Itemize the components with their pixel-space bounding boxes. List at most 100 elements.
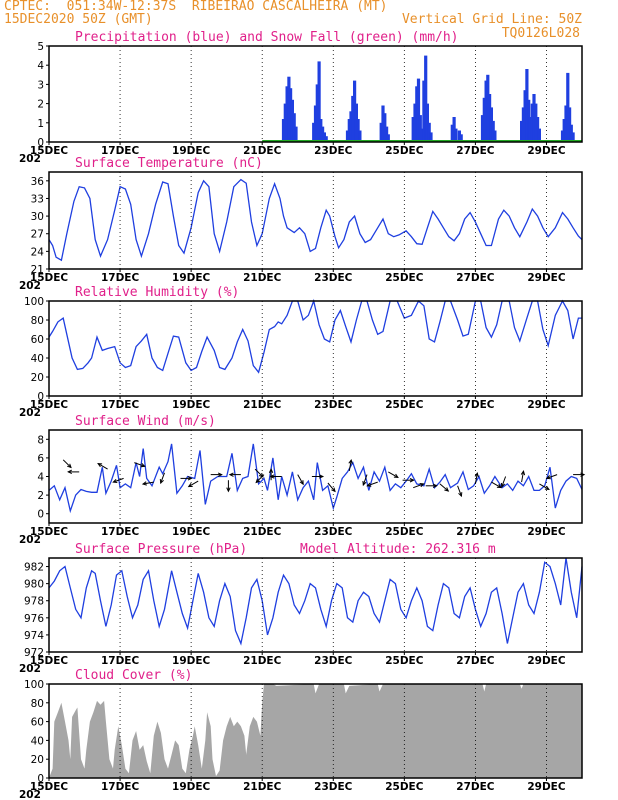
precip-bar xyxy=(281,119,286,142)
y-tick-label: 978 xyxy=(24,596,44,608)
x-tick-label: 19DEC xyxy=(172,272,211,284)
precip-bar xyxy=(422,80,426,142)
x-tick-label: 21DEC xyxy=(243,781,282,793)
precip-bar xyxy=(486,74,490,142)
x-tick-label: 27DEC xyxy=(456,781,495,793)
wind-arrow-head xyxy=(140,463,146,468)
wind-arrow-head xyxy=(226,487,231,493)
wind-arrow-head xyxy=(141,481,147,486)
y-tick-label: 100 xyxy=(24,296,44,308)
x-tick-label: 23DEC xyxy=(314,655,353,667)
precip-bar xyxy=(493,130,497,142)
x-year-label: 202 xyxy=(19,534,41,546)
wind-arrow xyxy=(113,477,124,483)
wind-arrow xyxy=(362,474,368,486)
x-year-label: 202 xyxy=(19,280,41,292)
precip-bar xyxy=(480,115,485,142)
y-tick-label: 0 xyxy=(37,773,44,785)
x-tick-label: 23DEC xyxy=(314,399,353,411)
precip-bar xyxy=(319,119,323,142)
wind-arrow-head xyxy=(500,482,506,488)
pres-series-line xyxy=(48,557,583,646)
wind-arrow xyxy=(142,481,154,485)
precip-bar xyxy=(317,61,321,142)
wind-arrow xyxy=(367,481,378,487)
wind-arrow-head xyxy=(228,472,234,477)
precip-bar xyxy=(521,107,525,142)
wind-arrow-head xyxy=(67,469,73,475)
header-grid-line: Vertical Grid Line: 50Z xyxy=(401,12,582,27)
temp-title: Surface Temperature (nC) xyxy=(75,156,263,171)
precip-bar xyxy=(457,130,461,142)
x-tick-label: 25DEC xyxy=(385,399,424,411)
wind-title: Surface Wind (m/s) xyxy=(75,414,216,429)
x-tick-label: 27DEC xyxy=(456,526,495,538)
x-tick-label: 17DEC xyxy=(101,526,140,538)
x-tick-label: 25DEC xyxy=(385,781,424,793)
precip-bar xyxy=(312,122,316,142)
temp-frame xyxy=(48,171,583,270)
header-model: TQ0126L028 xyxy=(501,26,580,41)
precip-bar xyxy=(356,119,360,142)
x-tick-label: 19DEC xyxy=(172,526,211,538)
wind-arrow xyxy=(439,483,449,492)
wind-arrow-head xyxy=(255,478,261,484)
wind-arrow xyxy=(255,474,265,483)
x-tick-label: 23DEC xyxy=(314,145,353,157)
y-tick-label: 972 xyxy=(24,647,44,659)
x-tick-label: 19DEC xyxy=(172,655,211,667)
wind-arrow xyxy=(297,474,304,485)
y-tick-label: 20 xyxy=(31,754,44,766)
wind-arrow-head xyxy=(348,458,353,465)
wind-arrow xyxy=(348,460,352,471)
precip-bar xyxy=(313,105,318,142)
precip-bar xyxy=(411,117,415,142)
precip-bar xyxy=(285,86,289,142)
precip-bar xyxy=(525,69,529,142)
precip-bar xyxy=(523,90,527,142)
x-tick-label: 21DEC xyxy=(243,655,282,667)
x-tick-label: 23DEC xyxy=(314,781,353,793)
wind-arrow-head xyxy=(319,474,325,479)
precip-bar xyxy=(425,103,429,142)
x-tick-label: 29DEC xyxy=(527,399,566,411)
precip-bar xyxy=(537,128,541,142)
precip-bar xyxy=(292,113,296,142)
precip-bar xyxy=(566,72,570,142)
x-tick-label: 19DEC xyxy=(172,781,211,793)
wind-arrow xyxy=(546,474,558,479)
header-date: 15DEC2020 50Z (GMT) xyxy=(4,12,153,27)
x-tick-label: 15DEC xyxy=(30,399,69,411)
x-tick-label: 15DEC xyxy=(30,781,69,793)
wind-arrow xyxy=(413,483,424,489)
precip-bar xyxy=(283,103,287,142)
x-tick-label: 17DEC xyxy=(101,145,140,157)
rh-series-line xyxy=(48,298,582,374)
x-year-label: 202 xyxy=(19,153,41,165)
y-tick-label: 2 xyxy=(37,99,44,111)
wind-arrow-head xyxy=(496,484,502,489)
precip-bar xyxy=(489,107,493,142)
precip-bar xyxy=(415,86,419,142)
wind-arrow-head xyxy=(520,470,526,476)
precip-bar xyxy=(562,119,566,142)
precip-bar xyxy=(418,115,422,142)
x-year-label: 202 xyxy=(19,407,41,419)
x-tick-label: 21DEC xyxy=(243,272,282,284)
wind-arrow-head xyxy=(544,485,550,490)
wind-arrow-head xyxy=(269,474,275,479)
wind-arrow-head xyxy=(362,480,367,487)
y-tick-label: 40 xyxy=(31,353,44,365)
y-tick-label: 0 xyxy=(37,509,44,521)
wind-arrow xyxy=(521,471,524,483)
wind-arrow-head xyxy=(393,473,399,478)
y-tick-label: 4 xyxy=(37,60,44,72)
rh-frame xyxy=(48,300,583,397)
x-tick-label: 29DEC xyxy=(527,145,566,157)
precip-bar xyxy=(379,122,383,142)
y-tick-label: 20 xyxy=(31,372,44,384)
x-tick-label: 25DEC xyxy=(385,272,424,284)
precip-bar xyxy=(452,117,456,142)
x-tick-label: 29DEC xyxy=(527,655,566,667)
wind-arrow xyxy=(97,463,108,470)
